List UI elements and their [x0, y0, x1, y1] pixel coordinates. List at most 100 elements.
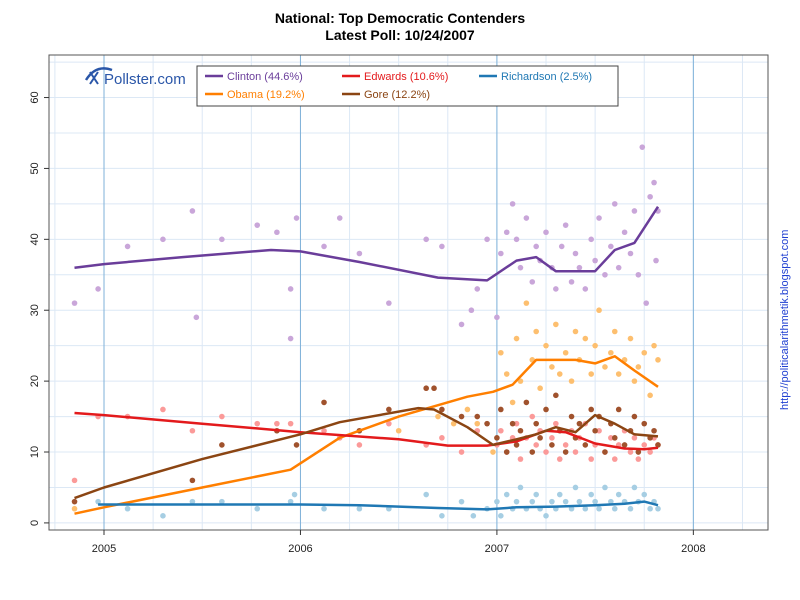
gore-poll-point [533, 420, 539, 427]
clinton-poll-point [189, 208, 196, 214]
gore-poll-point [517, 427, 524, 434]
obama-poll-point [503, 371, 510, 377]
gore-poll-point [423, 385, 429, 392]
obama-poll-point [651, 342, 657, 349]
clinton-poll-point [219, 236, 225, 243]
edwards-poll-point [458, 449, 465, 455]
gore-trend-line [74, 406, 659, 500]
obama-poll-point [513, 335, 520, 342]
edwards-poll-point [627, 449, 634, 455]
clinton-poll-point [474, 286, 481, 292]
obama-poll-point [647, 392, 653, 399]
clinton-poll-point [287, 286, 294, 292]
richardson-poll-point [627, 505, 634, 512]
clinton-poll-point [509, 201, 516, 207]
clinton-poll-point [386, 300, 392, 306]
richardson-poll-point [615, 491, 622, 498]
richardson-poll-point [517, 484, 524, 491]
richardson-poll-point [631, 484, 638, 491]
x-tick-label: 2006 [288, 543, 312, 555]
richardson-legend-label: Richardson (2.5%) [501, 71, 592, 83]
source-url: http://politicalarithmetik.blogspot.com [779, 230, 791, 410]
gore-poll-point [503, 449, 510, 455]
gore-poll-point [621, 442, 628, 448]
gore-poll-point [458, 413, 465, 420]
gore-poll-point [219, 442, 225, 448]
gore-poll-point [431, 385, 437, 392]
edwards-poll-point [611, 456, 618, 462]
grid [49, 55, 768, 530]
obama-poll-point [498, 349, 504, 356]
clinton-poll-point [576, 264, 583, 271]
clinton-trend-line [74, 206, 660, 282]
pollster-logo: Pollster.com [84, 67, 186, 88]
clinton-poll-point [647, 193, 653, 200]
gore-poll-point [602, 449, 608, 455]
clinton-poll-point [582, 286, 589, 292]
y-tick-label: 20 [29, 375, 41, 387]
gore-poll-point [582, 442, 589, 448]
obama-poll-point [568, 378, 575, 384]
clinton-poll-point [439, 243, 445, 250]
gore-poll-point [321, 399, 327, 406]
edwards-poll-point [219, 413, 225, 420]
obama-poll-point [592, 342, 598, 349]
gore-poll-point [509, 420, 516, 427]
obama-poll-point [615, 371, 622, 377]
clinton-poll-point [533, 243, 539, 250]
obama-poll-point [509, 399, 516, 406]
clinton-poll-point [621, 229, 628, 236]
richardson-poll-point [160, 513, 166, 519]
clinton-poll-point [356, 250, 363, 257]
richardson-poll-point [576, 498, 583, 505]
clinton-poll-point [588, 236, 594, 243]
clinton-poll-point [543, 229, 549, 236]
gore-poll-point [529, 449, 536, 455]
richardson-poll-point [562, 498, 569, 505]
richardson-poll-point [572, 484, 579, 491]
clinton-poll-point [639, 144, 646, 150]
richardson-poll-point [95, 498, 101, 505]
edwards-poll-point [533, 442, 539, 448]
gore-poll-point [562, 449, 569, 455]
obama-poll-point [631, 378, 638, 384]
edwards-poll-point [549, 435, 555, 441]
edwards-poll-point [553, 420, 559, 427]
gore-poll-point [651, 427, 657, 434]
y-tick-label: 60 [29, 91, 41, 103]
edwards-poll-point [439, 435, 445, 441]
obama-poll-point [523, 300, 530, 306]
x-tick-label: 2008 [681, 543, 705, 555]
clinton-poll-point [596, 215, 602, 221]
richardson-poll-point [647, 505, 653, 512]
richardson-poll-point [596, 505, 602, 512]
gore-poll-point [484, 420, 490, 427]
chart-title: National: Top Democratic Contenders [274, 10, 526, 26]
gore-poll-point [615, 406, 622, 413]
edwards-poll-point [529, 413, 536, 420]
clinton-poll-point [608, 243, 614, 250]
obama-poll-point [543, 342, 549, 349]
gore-poll-point [635, 449, 642, 455]
clinton-poll-point [124, 243, 131, 250]
clinton-poll-point [558, 243, 565, 250]
clinton-legend-label: Clinton (44.6%) [227, 71, 303, 83]
clinton-poll-point [615, 264, 622, 271]
clinton-poll-point [602, 271, 608, 278]
obama-legend-label: Obama (19.2%) [227, 89, 305, 101]
clinton-poll-point [635, 271, 642, 278]
poll-points [71, 144, 661, 519]
x-tick-label: 2007 [485, 543, 509, 555]
clinton-poll-point [572, 250, 579, 257]
y-tick-label: 10 [29, 446, 41, 458]
gore-poll-point [523, 399, 530, 406]
edwards-poll-point [356, 442, 363, 448]
obama-poll-point [490, 449, 496, 455]
richardson-poll-point [470, 513, 477, 519]
clinton-poll-point [293, 215, 300, 221]
clinton-poll-point [484, 236, 490, 243]
clinton-poll-point [458, 321, 465, 328]
edwards-poll-point [189, 427, 196, 434]
richardson-poll-point [556, 491, 563, 498]
